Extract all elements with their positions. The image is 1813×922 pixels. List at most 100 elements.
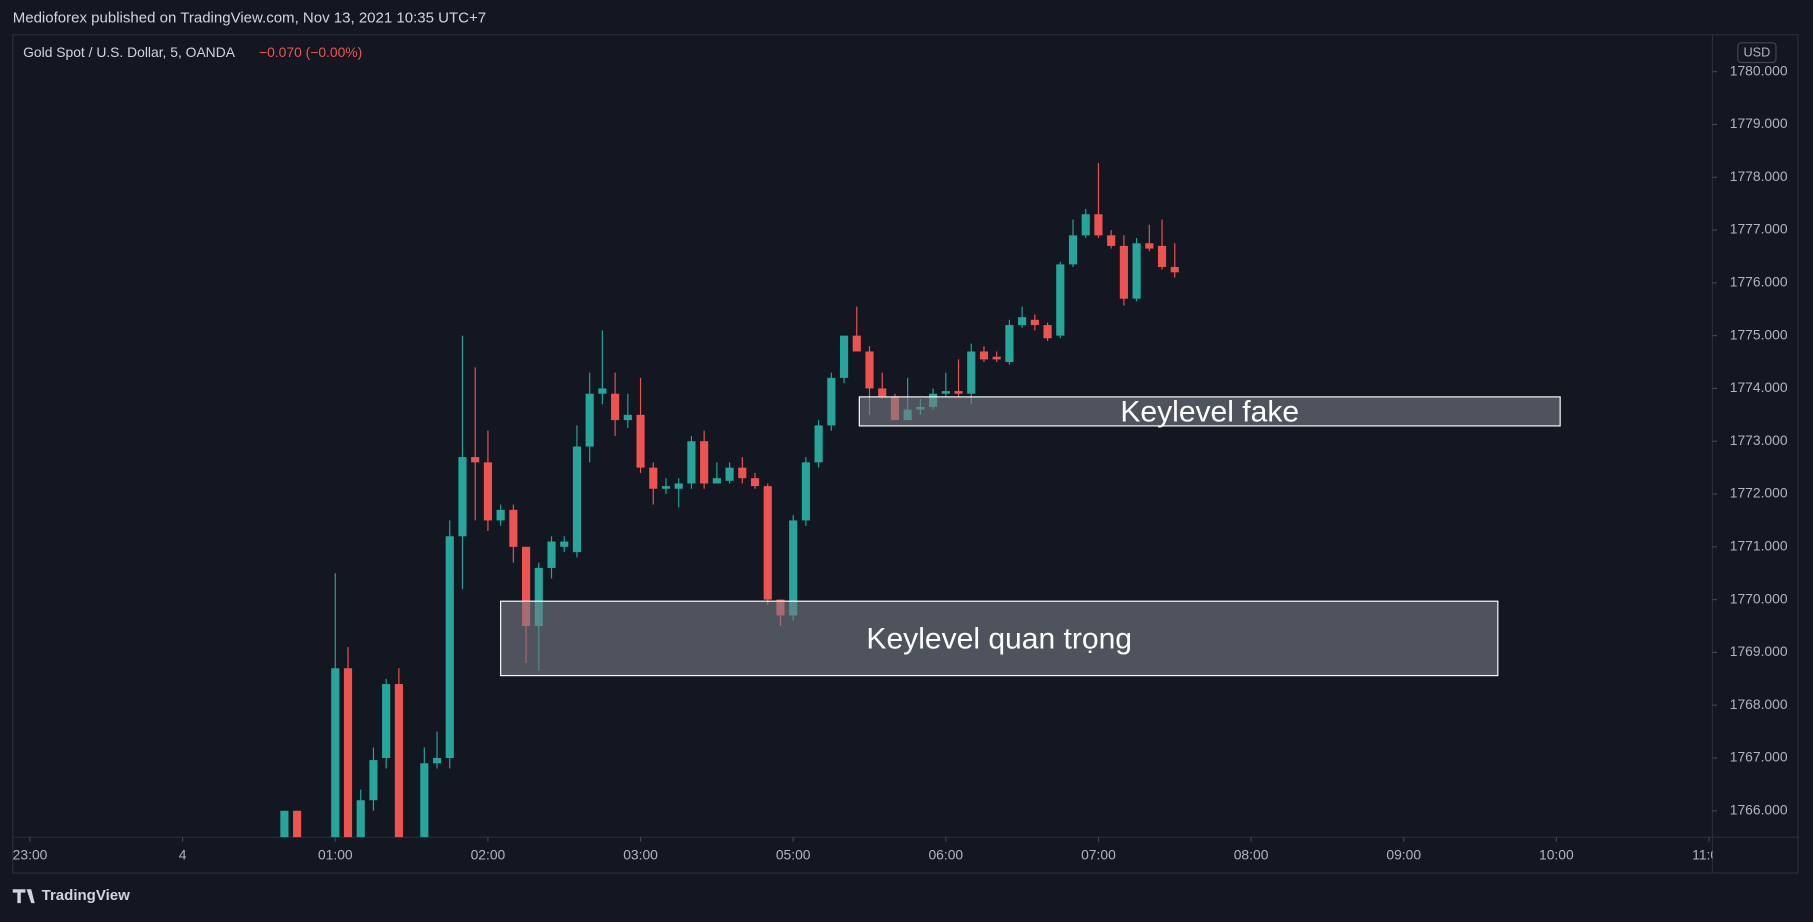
y-tick-label: 1778.000	[1730, 168, 1788, 184]
candle-body	[649, 467, 658, 489]
candle-body	[1132, 243, 1141, 299]
chart-frame	[12, 34, 1799, 874]
candle-body	[954, 391, 963, 394]
y-tick-label: 1767.000	[1730, 749, 1788, 765]
candle-body	[611, 393, 620, 421]
candle-body	[572, 446, 582, 553]
candle-body	[979, 351, 989, 360]
y-tick-label: 1780.000	[1730, 62, 1788, 78]
currency-box	[1737, 42, 1777, 64]
candle-body	[458, 457, 467, 537]
published-text: Medioforex published on TradingView.com,…	[13, 10, 486, 27]
symbol-text: Gold Spot / U.S. Dollar, 5, OANDA	[23, 44, 236, 60]
y-tick-label: 1774.000	[1730, 379, 1788, 395]
change-text: −0.070 (−0.00%)	[259, 44, 362, 60]
candle-body	[623, 414, 632, 421]
candle-body	[1018, 317, 1027, 326]
candle-body	[560, 541, 569, 547]
x-tick-label: 09:00	[1386, 846, 1421, 862]
candle-body	[445, 536, 454, 758]
candle-body	[661, 486, 671, 489]
candle-body	[369, 760, 378, 801]
x-tick-label: 11:00	[1692, 846, 1726, 862]
candle-body	[1107, 235, 1116, 246]
candle-body	[1043, 325, 1052, 339]
x-tick-label: 23:00	[13, 846, 48, 862]
candle-body	[522, 546, 531, 627]
candle-body	[394, 684, 403, 838]
price-axis: 1766.000 1767.000 1768.000 1769.000 1770.000…	[1712, 62, 1788, 817]
candle-body	[1030, 319, 1039, 326]
brand-logo	[12, 889, 35, 904]
y-tick-label: 1773.000	[1730, 432, 1788, 448]
candle-body	[598, 388, 607, 394]
x-tick-label: 4	[179, 846, 187, 862]
candle-body	[814, 425, 823, 463]
y-tick-label: 1770.000	[1730, 590, 1788, 606]
candle-body	[432, 757, 442, 764]
candle-body	[700, 441, 709, 484]
candle-body	[827, 377, 836, 426]
x-tick-label: 03:00	[623, 846, 658, 862]
candle-body	[471, 457, 480, 463]
x-tick-label: 07:00	[1081, 846, 1116, 862]
candle-body	[750, 478, 760, 487]
candle-body	[865, 351, 874, 389]
candle-body	[763, 486, 772, 600]
y-tick-label: 1772.000	[1730, 485, 1788, 501]
candle-body	[967, 351, 976, 394]
y-tick-label: 1771.000	[1730, 537, 1788, 553]
y-tick-label: 1766.000	[1730, 801, 1788, 817]
candle-body	[839, 335, 849, 378]
keylevel-label: Keylevel fake	[1120, 396, 1299, 429]
brand-name: TradingView	[42, 887, 130, 904]
candle-body	[280, 810, 289, 838]
candle-body	[1119, 245, 1128, 299]
keylevel-label: Keylevel quan trọng	[866, 623, 1132, 656]
currency-label: USD	[1744, 45, 1771, 60]
time-axis: 23:00 4 01:00 02:00 03:00 05:00 06:00 07:00 08:0…	[13, 837, 1726, 862]
y-tick-label: 1779.000	[1730, 115, 1788, 131]
x-tick-label: 08:00	[1234, 846, 1269, 862]
candle-body	[941, 391, 950, 394]
y-tick-label: 1768.000	[1730, 696, 1788, 712]
candle-body	[992, 356, 1001, 360]
candle-body	[687, 441, 696, 484]
candle-body	[801, 462, 810, 521]
candle-body	[382, 684, 391, 758]
candle-body	[509, 509, 518, 547]
candle-body	[738, 467, 747, 479]
candle-body	[343, 668, 353, 838]
candle-body	[789, 520, 798, 616]
candle-body	[1145, 243, 1154, 249]
candle-body	[878, 388, 887, 397]
y-tick-label: 1775.000	[1730, 326, 1788, 342]
candle-body	[293, 810, 302, 838]
candle-body	[1157, 245, 1167, 268]
candle-body	[496, 509, 505, 521]
candle-body	[420, 763, 429, 838]
candle-body	[636, 414, 645, 468]
plot-area: Keylevel fake Keylevel quan trọng	[280, 163, 1561, 838]
candle-body	[725, 467, 734, 481]
x-tick-label: 05:00	[776, 846, 811, 862]
candle-body	[547, 541, 556, 568]
candle-body	[1056, 264, 1065, 336]
keylevel-box	[858, 396, 1561, 427]
candle-body	[1081, 214, 1090, 236]
candle-body	[585, 393, 594, 447]
keylevel-box	[500, 600, 1499, 677]
candle-body	[1170, 267, 1179, 273]
candle-body	[356, 800, 365, 838]
candle-body	[852, 335, 861, 352]
y-tick-label: 1777.000	[1730, 221, 1788, 237]
candle-body	[1005, 325, 1014, 363]
y-tick-label: 1769.000	[1730, 643, 1788, 659]
x-tick-label: 06:00	[928, 846, 963, 862]
candle-body	[534, 567, 543, 627]
x-tick-label: 01:00	[318, 846, 353, 862]
candle-body	[712, 478, 721, 484]
x-tick-label: 02:00	[471, 846, 506, 862]
